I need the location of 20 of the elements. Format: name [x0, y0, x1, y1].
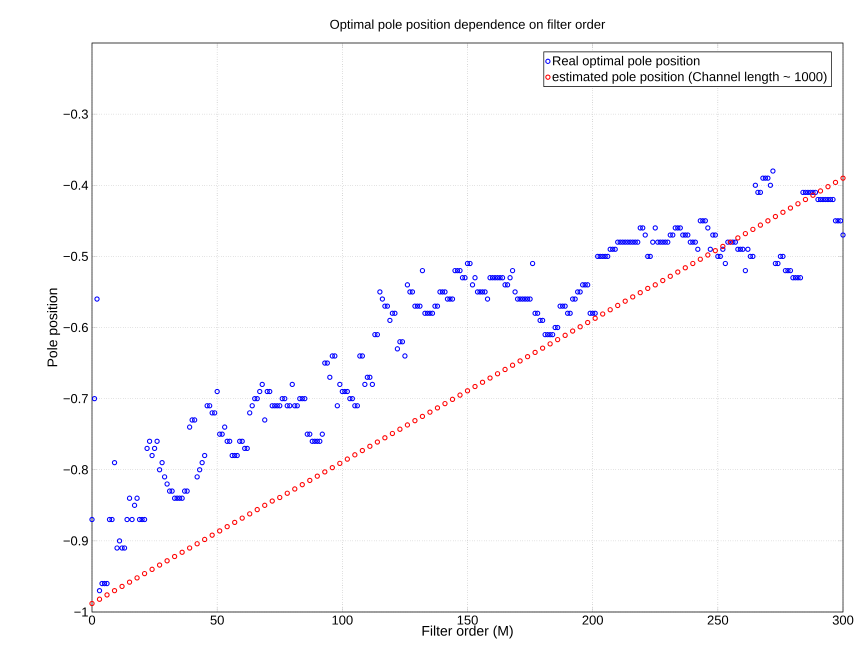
legend-label: estimated pole position (Channel length ~ 1000) — [552, 72, 827, 84]
x-tick-label: 200 — [582, 616, 603, 625]
x-axis-title: Filter order (M) — [422, 626, 513, 639]
x-tick-label: 0 — [88, 616, 96, 625]
chart-title: Optimal pole position dependence on filter order — [330, 19, 606, 32]
y-tick-label: −0.6 — [64, 322, 88, 332]
x-tick-label: 100 — [332, 616, 353, 625]
y-tick-label: −0.4 — [64, 180, 88, 190]
y-axis-title: Pole position — [47, 288, 60, 366]
y-tick-label: −0.9 — [64, 536, 88, 546]
x-tick-label: 250 — [708, 616, 728, 625]
x-tick-label: 300 — [832, 616, 854, 625]
y-tick-label: −0.8 — [64, 465, 88, 474]
legend-label: Real optimal pole position — [553, 56, 700, 68]
y-tick-label: −0.7 — [64, 394, 88, 404]
y-tick-label: −1 — [74, 608, 88, 616]
y-tick-label: −0.3 — [64, 110, 88, 119]
x-tick-label: 50 — [210, 616, 224, 625]
x-tick-label: 150 — [458, 616, 478, 625]
y-tick-label: −0.5 — [64, 252, 88, 261]
